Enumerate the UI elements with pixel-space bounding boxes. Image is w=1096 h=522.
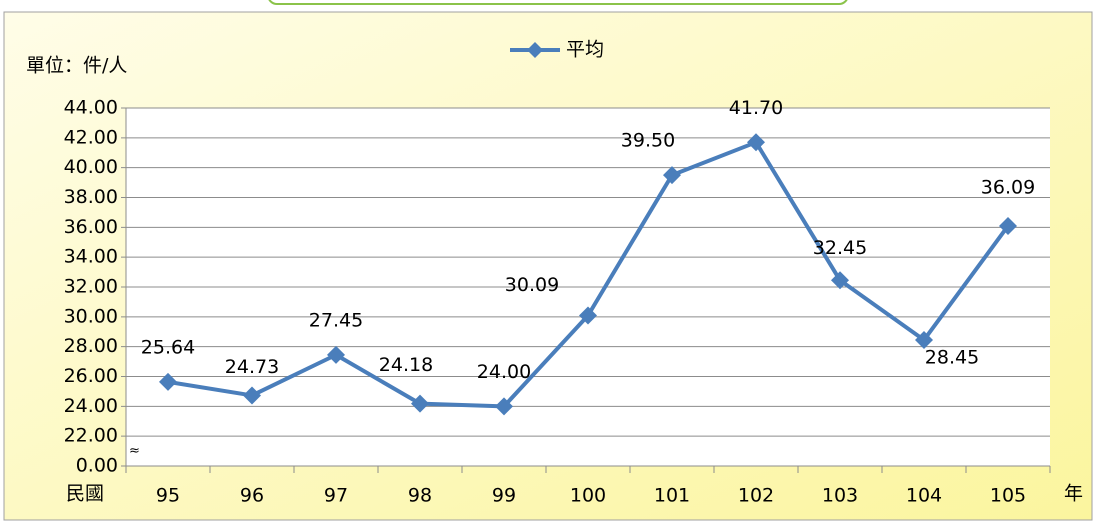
y-tick-label: 24.00 xyxy=(64,395,118,417)
point xyxy=(999,216,1017,235)
tab xyxy=(268,0,848,5)
y-tick-label: 22.00 xyxy=(64,425,118,447)
x-tick-label: 98 xyxy=(408,485,432,507)
y-tick-label: 38.00 xyxy=(64,186,118,208)
point xyxy=(327,345,345,364)
x-tick-label: 101 xyxy=(654,485,690,507)
y-tick-label: 30.00 xyxy=(64,305,118,327)
y-tick-label: 40.00 xyxy=(64,156,118,178)
point xyxy=(495,397,513,416)
unit-label: 單位：件/人 xyxy=(26,55,127,77)
x-tick-label: 99 xyxy=(492,485,516,507)
point xyxy=(159,372,177,391)
data-label: 24.00 xyxy=(477,361,531,383)
data-label: 36.09 xyxy=(981,176,1035,198)
point xyxy=(663,166,681,185)
x-tick-label: 97 xyxy=(324,485,348,507)
x-axis-unit: 年 xyxy=(1064,483,1083,505)
point xyxy=(411,394,429,413)
y-tick-label: 42.00 xyxy=(64,126,118,148)
point xyxy=(915,330,933,349)
y-tick-label: 44.00 xyxy=(64,97,118,119)
data-label: 41.70 xyxy=(729,97,783,119)
data-label: 32.45 xyxy=(813,237,867,259)
data-label: 30.09 xyxy=(505,274,559,296)
x-tick-label: 96 xyxy=(240,485,264,507)
data-label: 39.50 xyxy=(621,130,675,152)
point xyxy=(831,271,849,290)
x-tick-label: 100 xyxy=(570,485,606,507)
legend-label: 平均 xyxy=(566,39,604,61)
legend-marker xyxy=(527,42,543,58)
y-tick-label: 0.00 xyxy=(76,455,118,477)
point xyxy=(579,306,597,325)
y-tick-label: 28.00 xyxy=(64,335,118,357)
data-label: 28.45 xyxy=(925,346,979,368)
y-tick-label: 36.00 xyxy=(64,216,118,238)
x-tick-label: 102 xyxy=(738,485,774,507)
x-tick-label: 95 xyxy=(156,485,180,507)
x-tick-label: 104 xyxy=(906,485,942,507)
x-tick-label: 103 xyxy=(822,485,858,507)
y-tick-label: 34.00 xyxy=(64,246,118,268)
y-tick-label: 26.00 xyxy=(64,365,118,387)
y-tick-label: 32.00 xyxy=(64,276,118,298)
data-label: 24.73 xyxy=(225,356,279,378)
axis-break: ≈ xyxy=(129,444,140,459)
x-tick-label: 105 xyxy=(990,485,1026,507)
data-label: 25.64 xyxy=(141,336,195,358)
point xyxy=(243,386,261,405)
data-label: 27.45 xyxy=(309,309,363,331)
point xyxy=(747,133,765,152)
x-axis-label: 民國 xyxy=(66,483,104,505)
data-label: 24.18 xyxy=(379,354,433,376)
